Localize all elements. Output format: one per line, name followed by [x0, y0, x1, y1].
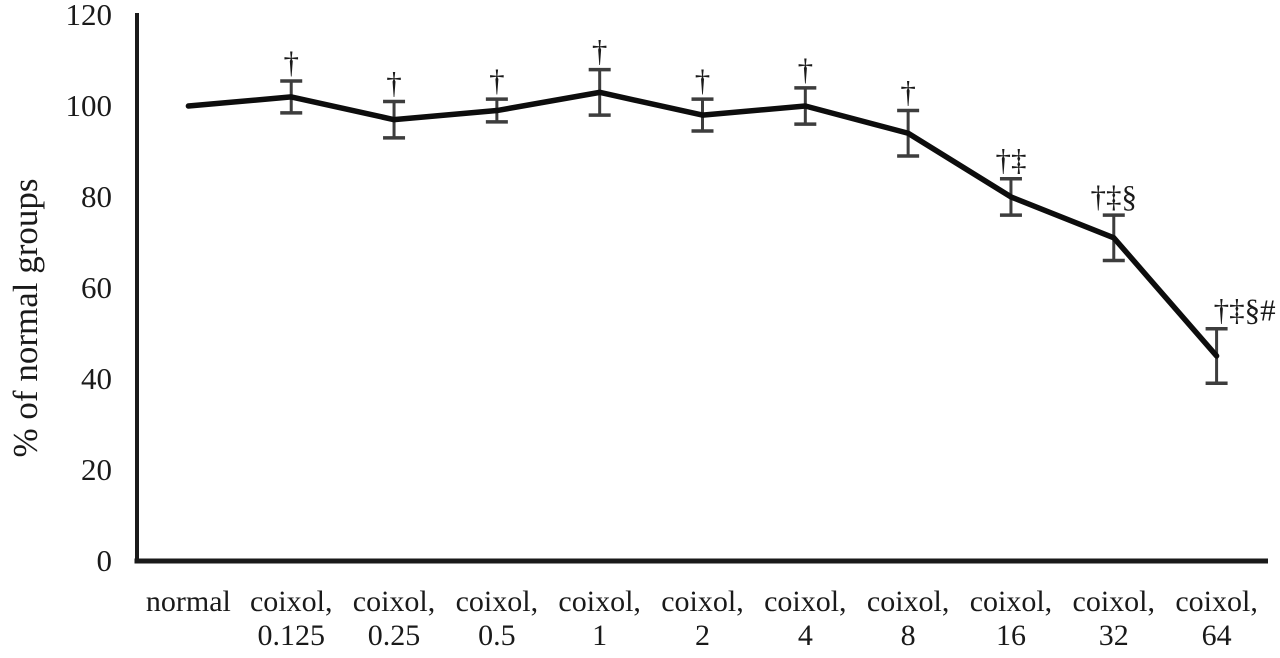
y-tick-label: 0 [96, 542, 113, 578]
x-category-label: coixol, 8 [857, 585, 960, 653]
significance-annotation: †‡§# [1214, 293, 1276, 328]
x-category-name: normal [145, 585, 231, 618]
significance-annotation: †‡§ [1091, 179, 1138, 214]
x-category-name: coixol, [1072, 585, 1156, 618]
x-category-dose: 0.25 [367, 619, 421, 652]
significance-annotation: † [592, 34, 608, 69]
x-category-dose: 16 [995, 619, 1026, 652]
y-tick-label: 80 [81, 178, 112, 214]
x-category-label: coixol, 4 [754, 585, 857, 653]
x-category-name: coixol, [455, 585, 539, 618]
y-tick-label: 100 [65, 87, 113, 123]
x-category-label: coixol, 1 [548, 585, 651, 653]
data-line [185, 89, 1220, 359]
x-category-dose: 2 [694, 619, 710, 652]
x-category-dose: 1 [592, 619, 608, 652]
x-category-label: coixol, 64 [1165, 585, 1268, 653]
x-category-name: coixol, [352, 585, 436, 618]
significance-annotation: † [695, 63, 711, 98]
x-category-name: coixol, [661, 585, 744, 618]
x-category-label: coixol, 0.5 [445, 585, 548, 653]
significance-annotation: † [900, 75, 916, 110]
x-category-name: coixol, [1175, 585, 1258, 618]
x-category-dose: 32 [1098, 619, 1129, 652]
x-category-label: coixol, 16 [960, 585, 1063, 653]
significance-annotation: † [798, 52, 814, 87]
y-tick-label: 60 [81, 269, 112, 305]
x-category-label: coixol, 0.125 [240, 585, 343, 653]
x-category-dose: 0.125 [257, 619, 325, 652]
x-category-name: coixol, [866, 585, 950, 618]
x-category-name: coixol, [969, 585, 1053, 618]
x-category-dose: 0.5 [478, 619, 516, 652]
y-tick-label: 20 [81, 451, 112, 487]
x-category-dose: 8 [900, 619, 916, 652]
x-category-dose: 4 [797, 619, 813, 652]
x-category-name: coixol, [558, 585, 641, 618]
significance-annotation: † [283, 45, 299, 80]
x-category-label: coixol, 2 [651, 585, 754, 653]
significance-annotation: † [386, 65, 402, 100]
y-tick-label: 40 [81, 360, 112, 396]
x-category-label: coixol, 0.25 [343, 585, 446, 653]
significance-annotation: † [489, 63, 505, 98]
x-category-label: coixol, 32 [1062, 585, 1165, 653]
x-category-label: normal [137, 585, 240, 619]
significance-annotation: †‡ [995, 143, 1026, 178]
x-category-name: coixol, [764, 585, 847, 618]
x-category-dose: 64 [1201, 619, 1232, 652]
y-tick-label: 120 [65, 0, 113, 32]
x-category-name: coixol, [249, 585, 333, 618]
